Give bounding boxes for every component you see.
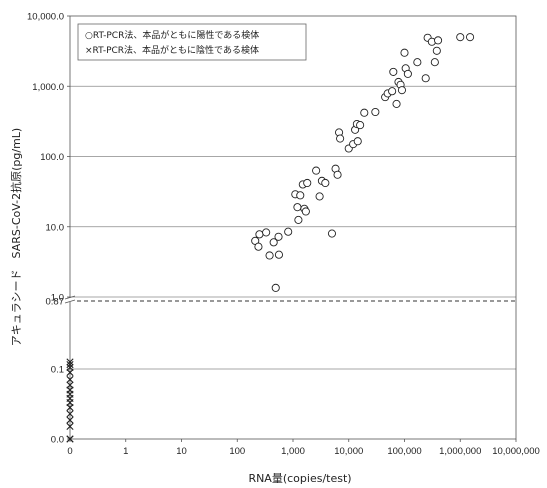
data-point-negative — [66, 358, 74, 366]
plot-frame — [69, 15, 517, 440]
grid-lines — [70, 85, 516, 370]
data-point-positive — [392, 99, 401, 108]
data-point-positive — [327, 229, 337, 238]
data-point-positive — [336, 134, 345, 143]
axis-break-gap — [65, 298, 75, 302]
data-point-positive — [421, 74, 430, 83]
data-point-positive — [356, 121, 365, 130]
x-tick-label: 1,000 — [281, 446, 305, 457]
data-point-negative — [66, 381, 74, 389]
x-tick-label: 1 — [123, 446, 128, 457]
data-point-positive — [456, 33, 465, 42]
data-point-positive — [371, 107, 380, 117]
data-point-negative — [66, 416, 74, 424]
data-point-positive — [293, 203, 302, 212]
x-axis-title: RNA量(copies/test) — [248, 472, 351, 485]
data-point-negative — [66, 375, 74, 384]
data-point-positive — [434, 36, 443, 45]
data-point-positive — [413, 58, 422, 67]
legend-entry-negative: ×RT-PCR法、本品がともに陰性である検体 — [85, 44, 259, 56]
data-point-positive — [269, 238, 278, 247]
y-tick-label: 0.0 — [51, 435, 64, 446]
data-point-positive — [432, 46, 441, 55]
data-point-positive — [430, 58, 439, 67]
data-point-positive — [274, 232, 283, 241]
x-tick-label: 10 — [176, 446, 187, 457]
data-point-positive — [303, 178, 312, 188]
data-point-positive — [271, 283, 280, 292]
axis-break-mark — [64, 295, 76, 304]
legend: ○RT-PCR法、本品がともに陽性である検体 ×RT-PCR法、本品がともに陰性… — [77, 23, 307, 61]
data-point-positive — [294, 215, 303, 224]
data-point-positive — [312, 166, 321, 175]
data-point-positive — [400, 48, 409, 57]
data-point-positive — [301, 207, 310, 216]
legend-entry-positive: ○RT-PCR法、本品がともに陽性である検体 — [85, 29, 259, 41]
data-point-positive — [403, 69, 412, 78]
legend-box — [77, 23, 307, 61]
y-tick-label: 100.0 — [40, 152, 64, 163]
y-tick-label: 10,000.0 — [27, 12, 64, 23]
y-tick-labels: 0.0 0.1 0.871.0 10.0 100.0 1,000.0 10,000.0 — [27, 12, 64, 446]
data-point-positive — [262, 228, 271, 237]
data-point-positive — [397, 86, 406, 95]
y-tick-label: 0.87 — [46, 297, 65, 308]
data-point-positive — [265, 251, 274, 260]
data-point-negative — [66, 361, 74, 369]
y-tick-label: 1,000.0 — [32, 82, 64, 93]
data-point-positive — [388, 87, 397, 96]
data-point-positive — [333, 170, 342, 179]
x-tick-label: 10,000,000 — [492, 446, 540, 457]
y-tick-label: 0.1 — [51, 365, 64, 376]
data-point-positive — [274, 250, 284, 259]
data-point-positive — [321, 178, 330, 188]
data-point-negative — [66, 435, 74, 443]
data-point-positive — [466, 33, 475, 42]
x-tick-label: 0 — [67, 446, 72, 457]
data-point-negative — [66, 410, 74, 418]
x-tick-label: 100,000 — [387, 446, 421, 457]
data-point-negative — [66, 363, 74, 372]
x-tick-label: 10,000 — [334, 446, 363, 457]
data-point-positive — [254, 242, 263, 251]
data-point-positive — [284, 227, 293, 236]
y-tick-label: 1.0 — [51, 293, 64, 304]
data-point-positive — [255, 230, 264, 239]
x-tick-labels: 0 1 10 100 1,000 10,000 100,000 1,000,000 10,000… — [67, 446, 539, 457]
y-axis-title: アキュラシード SARS-CoV-2抗原(pg/mL) — [9, 128, 23, 346]
data-point-negative — [66, 422, 74, 430]
x-tick-label: 1,000,000 — [439, 446, 481, 457]
axes — [64, 15, 517, 442]
data-points — [66, 33, 475, 443]
data-point-positive — [296, 191, 305, 200]
x-tick-label: 100 — [229, 446, 245, 457]
y-tick-label: 10.0 — [46, 222, 65, 233]
data-point-positive — [389, 67, 398, 76]
data-point-positive — [353, 137, 362, 146]
data-point-positive — [360, 108, 369, 117]
data-point-positive — [315, 192, 324, 201]
